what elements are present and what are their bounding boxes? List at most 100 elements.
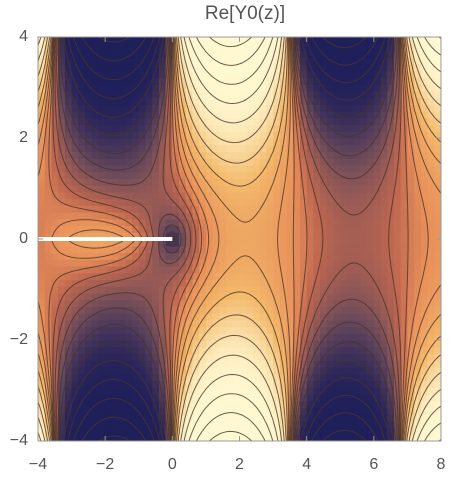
contour-cell — [393, 252, 402, 260]
contour-cell — [138, 346, 147, 355]
contour-cell — [111, 427, 120, 435]
contour-cell — [273, 178, 281, 186]
contour-cell — [105, 117, 113, 126]
contour-cell — [111, 151, 120, 159]
contour-cell — [320, 245, 328, 254]
contour-cell — [273, 191, 281, 200]
contour-cell — [239, 138, 247, 146]
contour-cell — [199, 259, 207, 267]
contour-cell — [98, 131, 106, 139]
contour-cell — [259, 319, 267, 328]
contour-cell — [252, 292, 261, 301]
contour-cell — [132, 427, 140, 435]
contour-cell — [118, 245, 126, 254]
contour-cell — [219, 90, 227, 99]
contour-cell — [326, 205, 335, 213]
contour-cell — [293, 111, 301, 119]
contour-cell — [420, 191, 429, 200]
contour-cell — [105, 151, 113, 159]
contour-cell — [273, 198, 281, 206]
contour-cell — [313, 346, 321, 355]
contour-cell — [98, 239, 106, 247]
contour-cell — [51, 252, 59, 260]
contour-cell — [246, 245, 254, 254]
contour-cell — [387, 366, 395, 375]
contour-cell — [71, 158, 79, 166]
contour-cell — [152, 151, 160, 159]
contour-cell — [105, 111, 113, 119]
contour-cell — [219, 212, 227, 220]
contour-cell — [326, 407, 335, 415]
contour-cell — [320, 212, 328, 220]
contour-cell — [266, 360, 274, 368]
contour-cell — [239, 427, 247, 435]
contour-cell — [239, 77, 247, 85]
contour-cell — [360, 104, 368, 112]
contour-cell — [111, 84, 120, 92]
contour-cell — [71, 272, 79, 280]
contour-cell — [427, 43, 435, 52]
contour-cell — [320, 420, 328, 429]
contour-cell — [346, 97, 355, 105]
contour-cell — [293, 164, 301, 173]
contour-cell — [232, 171, 241, 179]
contour-cell — [98, 333, 106, 341]
contour-cell — [393, 259, 402, 267]
contour-cell — [246, 265, 254, 274]
contour-cell — [340, 111, 348, 119]
contour-cell — [346, 185, 355, 193]
contour-cell — [407, 272, 415, 280]
contour-cell — [98, 272, 106, 280]
contour-cell — [266, 144, 274, 153]
contour-cell — [393, 239, 402, 247]
contour-cell — [286, 232, 294, 240]
contour-cell — [132, 171, 140, 179]
contour-cell — [373, 43, 382, 52]
contour-cell — [427, 84, 435, 92]
contour-cell — [91, 37, 100, 45]
contour-cell — [279, 299, 288, 307]
contour-cell — [98, 138, 106, 146]
contour-cell — [232, 286, 241, 294]
contour-cell — [125, 366, 133, 375]
contour-cell — [373, 178, 382, 186]
contour-cell — [138, 232, 147, 240]
contour-cell — [246, 70, 254, 78]
contour-cell — [414, 212, 422, 220]
contour-cell — [219, 104, 227, 112]
contour-cell — [98, 124, 106, 132]
contour-cell — [286, 131, 294, 139]
contour-cell — [293, 63, 301, 72]
contour-cell — [132, 37, 140, 45]
contour-cell — [226, 387, 234, 395]
contour-cell — [199, 185, 207, 193]
contour-cell — [434, 239, 441, 247]
contour-cell — [320, 306, 328, 314]
contour-cell — [145, 138, 153, 146]
contour-cell — [226, 84, 234, 92]
contour-cell — [252, 77, 261, 85]
contour-cell — [333, 252, 341, 260]
contour-cell — [145, 50, 153, 58]
contour-cell — [145, 245, 153, 254]
contour-cell — [353, 84, 361, 92]
contour-cell — [71, 232, 79, 240]
contour-cell — [387, 37, 395, 45]
contour-cell — [38, 97, 46, 105]
contour-cell — [273, 427, 281, 435]
contour-cell — [138, 340, 147, 348]
contour-cell — [125, 286, 133, 294]
contour-cell — [246, 414, 254, 422]
contour-cell — [98, 306, 106, 314]
contour-cell — [58, 111, 66, 119]
contour-cell — [71, 366, 79, 375]
contour-cell — [91, 434, 100, 441]
contour-cell — [306, 117, 314, 126]
contour-cell — [85, 373, 93, 381]
contour-cell — [64, 239, 73, 247]
contour-cell — [132, 111, 140, 119]
contour-cell — [219, 366, 227, 375]
contour-cell — [279, 292, 288, 301]
contour-cell — [346, 340, 355, 348]
contour-cell — [313, 104, 321, 112]
